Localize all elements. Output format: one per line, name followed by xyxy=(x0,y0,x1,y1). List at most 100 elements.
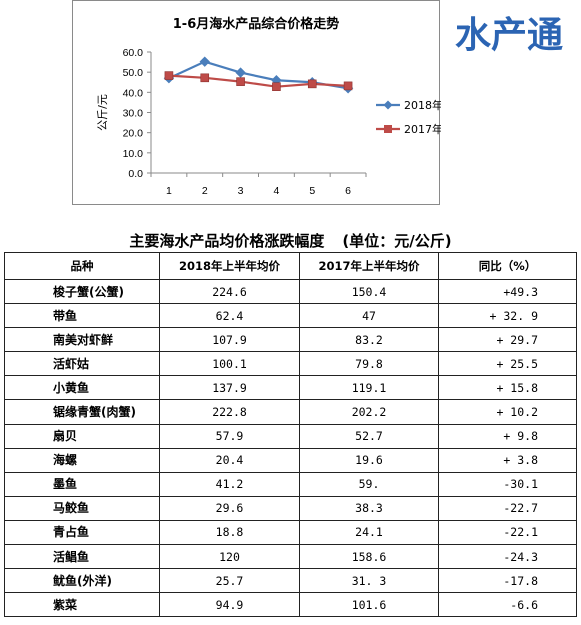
cell-2017-avg: 158.6 xyxy=(299,544,439,570)
cell-yoy: + 25.5 xyxy=(438,351,577,377)
cell-2018-avg: 20.4 xyxy=(159,447,300,473)
table-row: 青占鱼 18.8 24.1 -22.1 xyxy=(4,519,577,546)
legend-label: 2018年 xyxy=(404,98,441,112)
cell-yoy: -24.3 xyxy=(438,544,577,570)
cell-2017-avg: 47 xyxy=(299,303,439,329)
series-point xyxy=(236,77,245,86)
x-tick-label: 3 xyxy=(238,185,244,197)
header-variety: 品种 xyxy=(4,252,160,280)
cell-variety: 扇贝 xyxy=(4,423,160,449)
y-tick-label: 0.0 xyxy=(128,168,143,180)
x-tick-label: 2 xyxy=(202,185,208,197)
header-2017-avg: 2017年上半年均价 xyxy=(299,252,439,280)
cell-yoy: -17.8 xyxy=(438,568,577,594)
series-line-2017年 xyxy=(168,74,349,88)
x-tick-label: 6 xyxy=(345,185,351,197)
cell-variety: 活鲳鱼 xyxy=(4,544,160,570)
cell-variety: 带鱼 xyxy=(4,303,160,329)
cell-yoy: + 3.8 xyxy=(438,447,577,473)
series-point xyxy=(200,73,210,83)
cell-2018-avg: 94.9 xyxy=(159,592,300,618)
table-row: 活鲳鱼 120 158.6 -24.3 xyxy=(4,544,577,570)
table-row: 梭子蟹(公蟹) 224.6 150.4 +49.3 xyxy=(4,278,577,305)
table-row: 海螺 20.4 19.6 + 3.8 xyxy=(4,447,577,473)
cell-yoy: + 10.2 xyxy=(438,399,577,425)
cell-2018-avg: 62.4 xyxy=(159,303,300,329)
cell-2017-avg: 150.4 xyxy=(299,278,439,305)
cell-variety: 青占鱼 xyxy=(4,519,160,546)
cell-2018-avg: 18.8 xyxy=(159,519,300,546)
cell-yoy: -22.1 xyxy=(438,519,577,546)
cell-variety: 马鲛鱼 xyxy=(4,495,160,521)
table-row: 锯缘青蟹(肉蟹) 222.8 202.2 + 10.2 xyxy=(4,399,577,425)
table-row: 马鲛鱼 29.6 38.3 -22.7 xyxy=(4,495,577,521)
legend-marker xyxy=(383,100,393,110)
cell-2017-avg: 59. xyxy=(299,471,439,497)
table-row: 活虾姑 100.1 79.8 + 25.5 xyxy=(4,351,577,377)
chart-frame: 1-6月海水产品综合价格走势 0.0 10.0 20.0 30.0 40.0 50.0 60.… xyxy=(72,0,441,205)
cell-2017-avg: 31. 3 xyxy=(299,568,439,594)
line-chart: 1-6月海水产品综合价格走势 0.0 10.0 20.0 30.0 40.0 50.0 60.… xyxy=(96,16,441,197)
cell-2018-avg: 57.9 xyxy=(159,423,300,449)
cell-yoy: + 15.8 xyxy=(438,375,577,401)
cell-variety: 墨鱼 xyxy=(4,471,160,497)
cell-2018-avg: 120 xyxy=(159,544,300,570)
table-row: 鱿鱼(外洋) 25.7 31. 3 -17.8 xyxy=(4,568,577,594)
table-row: 小黄鱼 137.9 119.1 + 15.8 xyxy=(4,375,577,401)
cell-2018-avg: 222.8 xyxy=(159,399,300,425)
series-point xyxy=(164,71,174,80)
cell-variety: 鱿鱼(外洋) xyxy=(4,568,160,594)
cell-2018-avg: 224.6 xyxy=(159,278,300,305)
table-body: 梭子蟹(公蟹) 224.6 150.4 +49.3 带鱼 62.4 47 + 32. 9 南美对… xyxy=(4,278,577,618)
cell-yoy: + 32. 9 xyxy=(438,303,577,329)
table-row: 紫菜 94.9 101.6 -6.6 xyxy=(4,592,577,618)
cell-yoy: + 9.8 xyxy=(438,423,577,449)
table-header-row: 品种 2018年上半年均价 2017年上半年均价 同比（%） xyxy=(4,252,577,280)
y-tick-label: 60.0 xyxy=(123,47,144,59)
cell-variety: 南美对虾鲜 xyxy=(4,327,160,353)
y-tick-label: 50.0 xyxy=(123,67,144,79)
cell-2018-avg: 100.1 xyxy=(159,351,300,377)
cell-variety: 紫菜 xyxy=(4,592,160,618)
cell-variety: 海螺 xyxy=(4,447,160,473)
cell-yoy: -6.6 xyxy=(438,592,577,618)
x-tick-label: 4 xyxy=(273,185,279,197)
header-2018-avg: 2018年上半年均价 xyxy=(159,252,300,280)
cell-yoy: + 29.7 xyxy=(438,327,577,353)
cell-variety: 锯缘青蟹(肉蟹) xyxy=(4,399,160,425)
y-tick-label: 30.0 xyxy=(123,108,144,120)
table-unit: (单位：元/公斤) xyxy=(342,232,452,250)
cell-2017-avg: 38.3 xyxy=(299,495,439,521)
cell-2018-avg: 41.2 xyxy=(159,471,300,497)
series-point xyxy=(272,82,281,91)
x-tick-label: 1 xyxy=(166,185,172,197)
series-point xyxy=(235,67,246,78)
table-row: 墨鱼 41.2 59. -30.1 xyxy=(4,471,577,497)
header-yoy: 同比（%） xyxy=(438,252,577,280)
y-axis-label: 公斤/元 xyxy=(96,94,109,131)
brand-logo: 水产通 xyxy=(455,15,564,56)
cell-2017-avg: 119.1 xyxy=(299,375,439,401)
cell-2018-avg: 137.9 xyxy=(159,375,300,401)
cell-2018-avg: 25.7 xyxy=(159,568,300,594)
cell-2017-avg: 79.8 xyxy=(299,351,439,377)
x-tick-label: 5 xyxy=(309,185,315,197)
cell-2017-avg: 19.6 xyxy=(299,447,439,473)
cell-yoy: -30.1 xyxy=(438,471,577,497)
cell-2017-avg: 24.1 xyxy=(299,519,439,546)
table-title: 主要海水产品均价格涨跌幅度 (单位：元/公斤) xyxy=(0,230,581,251)
cell-2017-avg: 101.6 xyxy=(299,592,439,618)
cell-2017-avg: 202.2 xyxy=(299,399,439,425)
cell-2018-avg: 29.6 xyxy=(159,495,300,521)
cell-yoy: +49.3 xyxy=(438,278,577,305)
cell-2017-avg: 83.2 xyxy=(299,327,439,353)
legend-marker xyxy=(384,125,392,133)
legend-label: 2017年 xyxy=(404,122,441,136)
series-point xyxy=(199,56,210,67)
table-title-text: 主要海水产品均价格涨跌幅度 xyxy=(129,232,325,250)
y-tick-label: 20.0 xyxy=(123,128,144,140)
cell-variety: 梭子蟹(公蟹) xyxy=(4,278,160,305)
series-point xyxy=(343,81,353,91)
table-row: 扇贝 57.9 52.7 + 9.8 xyxy=(4,423,577,449)
y-tick-label: 40.0 xyxy=(123,87,144,99)
